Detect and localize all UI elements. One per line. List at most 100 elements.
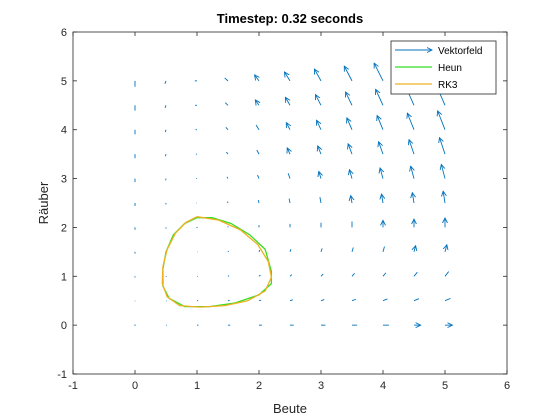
vector-field-arrow xyxy=(412,193,414,204)
vector-field-arrow xyxy=(445,245,447,252)
y-tick-label: 3 xyxy=(61,174,67,186)
vector-field-arrow xyxy=(441,164,446,179)
vector-field-arrow xyxy=(289,249,292,253)
vector-field-layer xyxy=(134,57,452,325)
axes-box xyxy=(72,31,508,375)
vector-field-arrow xyxy=(344,66,353,82)
vector-field-arrow xyxy=(314,69,322,82)
vector-field-arrow xyxy=(376,89,384,106)
vector-field-arrow xyxy=(317,120,322,130)
x-tick-label: 2 xyxy=(256,380,262,392)
x-tick-label: 5 xyxy=(442,380,448,392)
vector-field-arrow xyxy=(377,116,384,130)
vector-field-arrow xyxy=(319,197,322,204)
vector-field-arrow xyxy=(287,173,291,179)
vector-field-arrow xyxy=(164,105,167,109)
y-tick-label: -1 xyxy=(57,369,67,381)
vector-field-arrow xyxy=(382,272,387,277)
vector-field-arrow xyxy=(319,172,321,179)
vector-field-arrow xyxy=(227,250,229,253)
vector-field-arrow xyxy=(382,246,385,252)
vector-field-arrow xyxy=(413,298,420,302)
vector-field-arrow xyxy=(346,92,353,106)
vector-field-arrow xyxy=(255,124,260,130)
vector-field-arrow xyxy=(258,299,262,302)
vector-field-arrow xyxy=(438,111,446,130)
vector-field-arrow xyxy=(256,149,260,155)
x-tick-label: 0 xyxy=(132,380,138,392)
vector-field-arrow xyxy=(286,123,290,130)
legend-rk3-label: RK3 xyxy=(438,80,458,91)
vector-field-arrow xyxy=(379,142,384,155)
vector-field-arrow xyxy=(225,127,229,131)
legend-vektorfeld-label: Vektorfeld xyxy=(438,46,482,57)
vector-field-arrow xyxy=(414,246,416,252)
tick-layer: -1 0 1 2 3 4 5 6 -1 0 1 2 3 4 5 6 xyxy=(57,27,510,392)
vector-field-arrow xyxy=(413,271,418,277)
x-tick-label: -1 xyxy=(68,380,78,392)
vector-field-arrow xyxy=(164,129,167,133)
vector-field-arrow xyxy=(227,201,229,204)
vector-field-arrow xyxy=(439,138,446,155)
vector-field-arrow xyxy=(407,113,415,130)
y-axis-label: Räuber xyxy=(36,181,51,224)
vector-field-arrow xyxy=(320,299,325,302)
vector-field-arrow xyxy=(226,176,229,179)
vector-field-arrow xyxy=(285,97,291,106)
legend-heun-label: Heun xyxy=(438,63,462,74)
vector-field-arrow xyxy=(315,95,322,106)
vector-field-arrow xyxy=(258,274,261,277)
vector-field-arrow xyxy=(320,248,323,252)
vector-field-arrow xyxy=(255,75,259,82)
vector-field-arrow xyxy=(255,100,259,105)
trajectory-layer xyxy=(161,216,273,308)
vector-field-arrow xyxy=(164,80,167,84)
vector-field-arrow xyxy=(257,199,260,204)
vector-field-arrow xyxy=(380,168,383,179)
vector-field-arrow xyxy=(351,298,357,302)
vector-field-arrow xyxy=(224,77,229,82)
x-tick-label: 4 xyxy=(380,380,386,392)
vector-field-arrow xyxy=(349,170,352,179)
vector-field-arrow xyxy=(351,247,354,252)
vector-field-arrow xyxy=(257,174,260,179)
vector-field-arrow xyxy=(443,191,445,204)
vector-field-arrow xyxy=(196,226,198,229)
x-tick-label: 1 xyxy=(194,380,200,392)
vector-field-arrow xyxy=(258,249,261,253)
y-tick-label: 4 xyxy=(61,125,67,137)
vector-field-arrow xyxy=(374,63,384,82)
vector-field-arrow xyxy=(351,196,352,204)
vector-field-arrow xyxy=(289,274,293,277)
x-axis-label: Beute xyxy=(273,401,307,416)
vector-field-arrow xyxy=(288,198,291,204)
vector-field-arrow xyxy=(409,140,415,155)
vector-field-arrow xyxy=(318,146,321,155)
vector-field-arrow xyxy=(227,275,230,277)
vector-field-arrow xyxy=(320,273,324,277)
y-tick-label: 6 xyxy=(61,27,67,39)
vector-field-arrow xyxy=(224,102,229,106)
y-tick-label: 5 xyxy=(61,76,67,88)
vector-field-arrow xyxy=(382,298,388,302)
vector-field-arrow xyxy=(165,154,167,157)
vector-field-arrow xyxy=(347,118,353,130)
vector-field-arrow xyxy=(382,194,383,204)
vector-field-arrow xyxy=(411,166,414,179)
y-tick-label: 2 xyxy=(61,222,67,234)
vector-field-arrow xyxy=(444,297,451,302)
vector-field-arrow xyxy=(348,144,352,155)
y-tick-label: 0 xyxy=(61,320,67,332)
x-tick-label: 3 xyxy=(318,380,324,392)
chart-title: Timestep: 0.32 seconds xyxy=(217,11,363,26)
vector-field-arrow xyxy=(351,273,355,277)
legend: Vektorfeld Heun RK3 xyxy=(390,40,497,95)
vector-field-arrow xyxy=(289,299,293,302)
vector-field-arrow xyxy=(284,72,291,82)
y-tick-label: 1 xyxy=(61,271,67,283)
vector-field-arrow xyxy=(225,151,229,155)
series-rk3-line xyxy=(161,216,273,308)
x-tick-label: 6 xyxy=(504,380,510,392)
vector-field-arrow xyxy=(134,324,136,326)
